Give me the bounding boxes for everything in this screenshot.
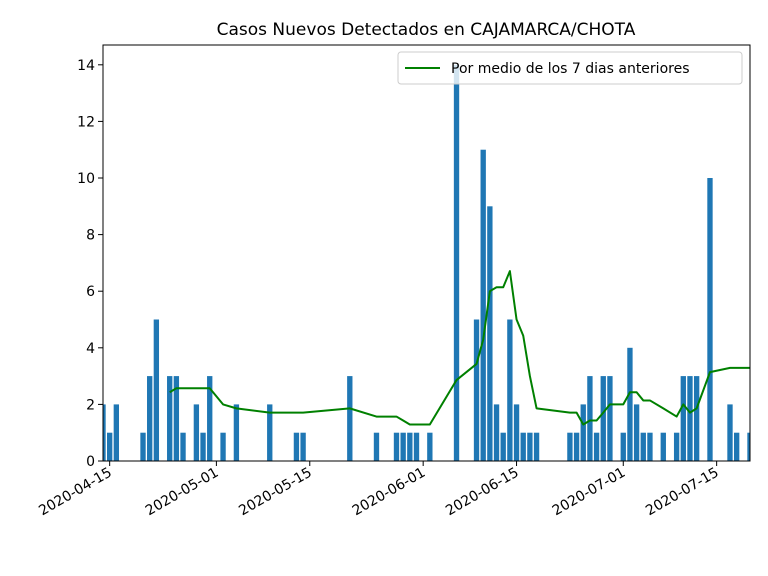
y-tick-label: 10 — [77, 171, 95, 187]
bar — [393, 432, 400, 461]
x-tick-label: 2020-05-01 — [143, 465, 221, 520]
legend-box — [397, 51, 743, 85]
y-tick-label: 12 — [77, 114, 95, 130]
bar — [347, 376, 353, 461]
bars-layer — [103, 64, 750, 461]
bar — [527, 432, 533, 461]
bar — [607, 376, 613, 461]
bar — [513, 404, 520, 461]
bar — [407, 432, 413, 461]
bar — [533, 432, 540, 461]
x-axis: 2020-04-15 2020-05-01 2020-05-15 2020-06-01… — [36, 461, 722, 520]
y-tick-label: 4 — [86, 341, 95, 357]
series-line — [169, 270, 750, 426]
y-tick-label: 14 — [77, 58, 95, 74]
bar — [473, 319, 480, 461]
bar — [600, 376, 606, 461]
bar — [733, 432, 740, 461]
plot-frame — [102, 44, 751, 462]
bar — [660, 432, 666, 461]
bar — [747, 432, 750, 461]
bar — [727, 404, 733, 461]
bar — [113, 404, 120, 461]
bar — [167, 376, 173, 461]
bar — [500, 432, 506, 461]
legend: Por medio de los 7 dias anteriores — [397, 51, 743, 85]
bar — [507, 319, 513, 461]
bar — [520, 432, 526, 461]
bar — [620, 432, 626, 461]
bar — [180, 432, 186, 461]
bar — [647, 432, 653, 461]
bar — [567, 432, 573, 461]
bar — [220, 432, 226, 461]
bar — [480, 149, 486, 461]
bar — [593, 432, 600, 461]
bar — [580, 404, 586, 461]
bar — [633, 404, 640, 461]
bar — [487, 206, 493, 461]
bar — [687, 376, 693, 461]
line-layer — [169, 270, 750, 426]
bar — [707, 178, 713, 461]
bar — [173, 376, 180, 461]
bar — [103, 404, 106, 461]
bar — [640, 432, 646, 461]
bar — [200, 432, 206, 461]
bar — [193, 404, 200, 461]
x-tick-label: 2020-07-15 — [643, 465, 721, 520]
bar — [453, 64, 460, 461]
bar — [627, 347, 633, 461]
bar — [153, 319, 160, 461]
bar — [233, 404, 240, 461]
bar — [693, 376, 700, 461]
y-axis: 0 2 4 6 8 10 12 14 — [77, 58, 103, 470]
x-tick-label: 2020-05-15 — [236, 465, 314, 520]
bar — [267, 404, 273, 461]
bar — [373, 432, 380, 461]
bar — [147, 376, 153, 461]
y-tick-label: 8 — [86, 228, 95, 244]
bar — [107, 432, 113, 461]
y-tick-label: 6 — [86, 284, 95, 300]
bar — [293, 432, 300, 461]
bar — [587, 376, 593, 461]
bar — [493, 404, 500, 461]
bar — [207, 376, 213, 461]
bar — [413, 432, 420, 461]
x-tick-label: 2020-06-01 — [350, 465, 428, 520]
bar — [400, 432, 406, 461]
bar — [427, 432, 433, 461]
bar — [140, 432, 146, 461]
x-tick-label: 2020-06-15 — [443, 465, 521, 520]
chart-title: Casos Nuevos Detectados en CAJAMARCA/CHO… — [217, 20, 636, 40]
x-tick-label: 2020-07-01 — [550, 465, 628, 520]
legend-label: Por medio de los 7 dias anteriores — [451, 61, 690, 77]
bar — [300, 432, 306, 461]
bar — [673, 432, 680, 461]
bar — [573, 432, 580, 461]
y-tick-label: 2 — [86, 397, 95, 413]
bar — [680, 376, 686, 461]
y-tick-label: 0 — [86, 454, 95, 470]
x-tick-label: 2020-04-15 — [36, 465, 114, 520]
